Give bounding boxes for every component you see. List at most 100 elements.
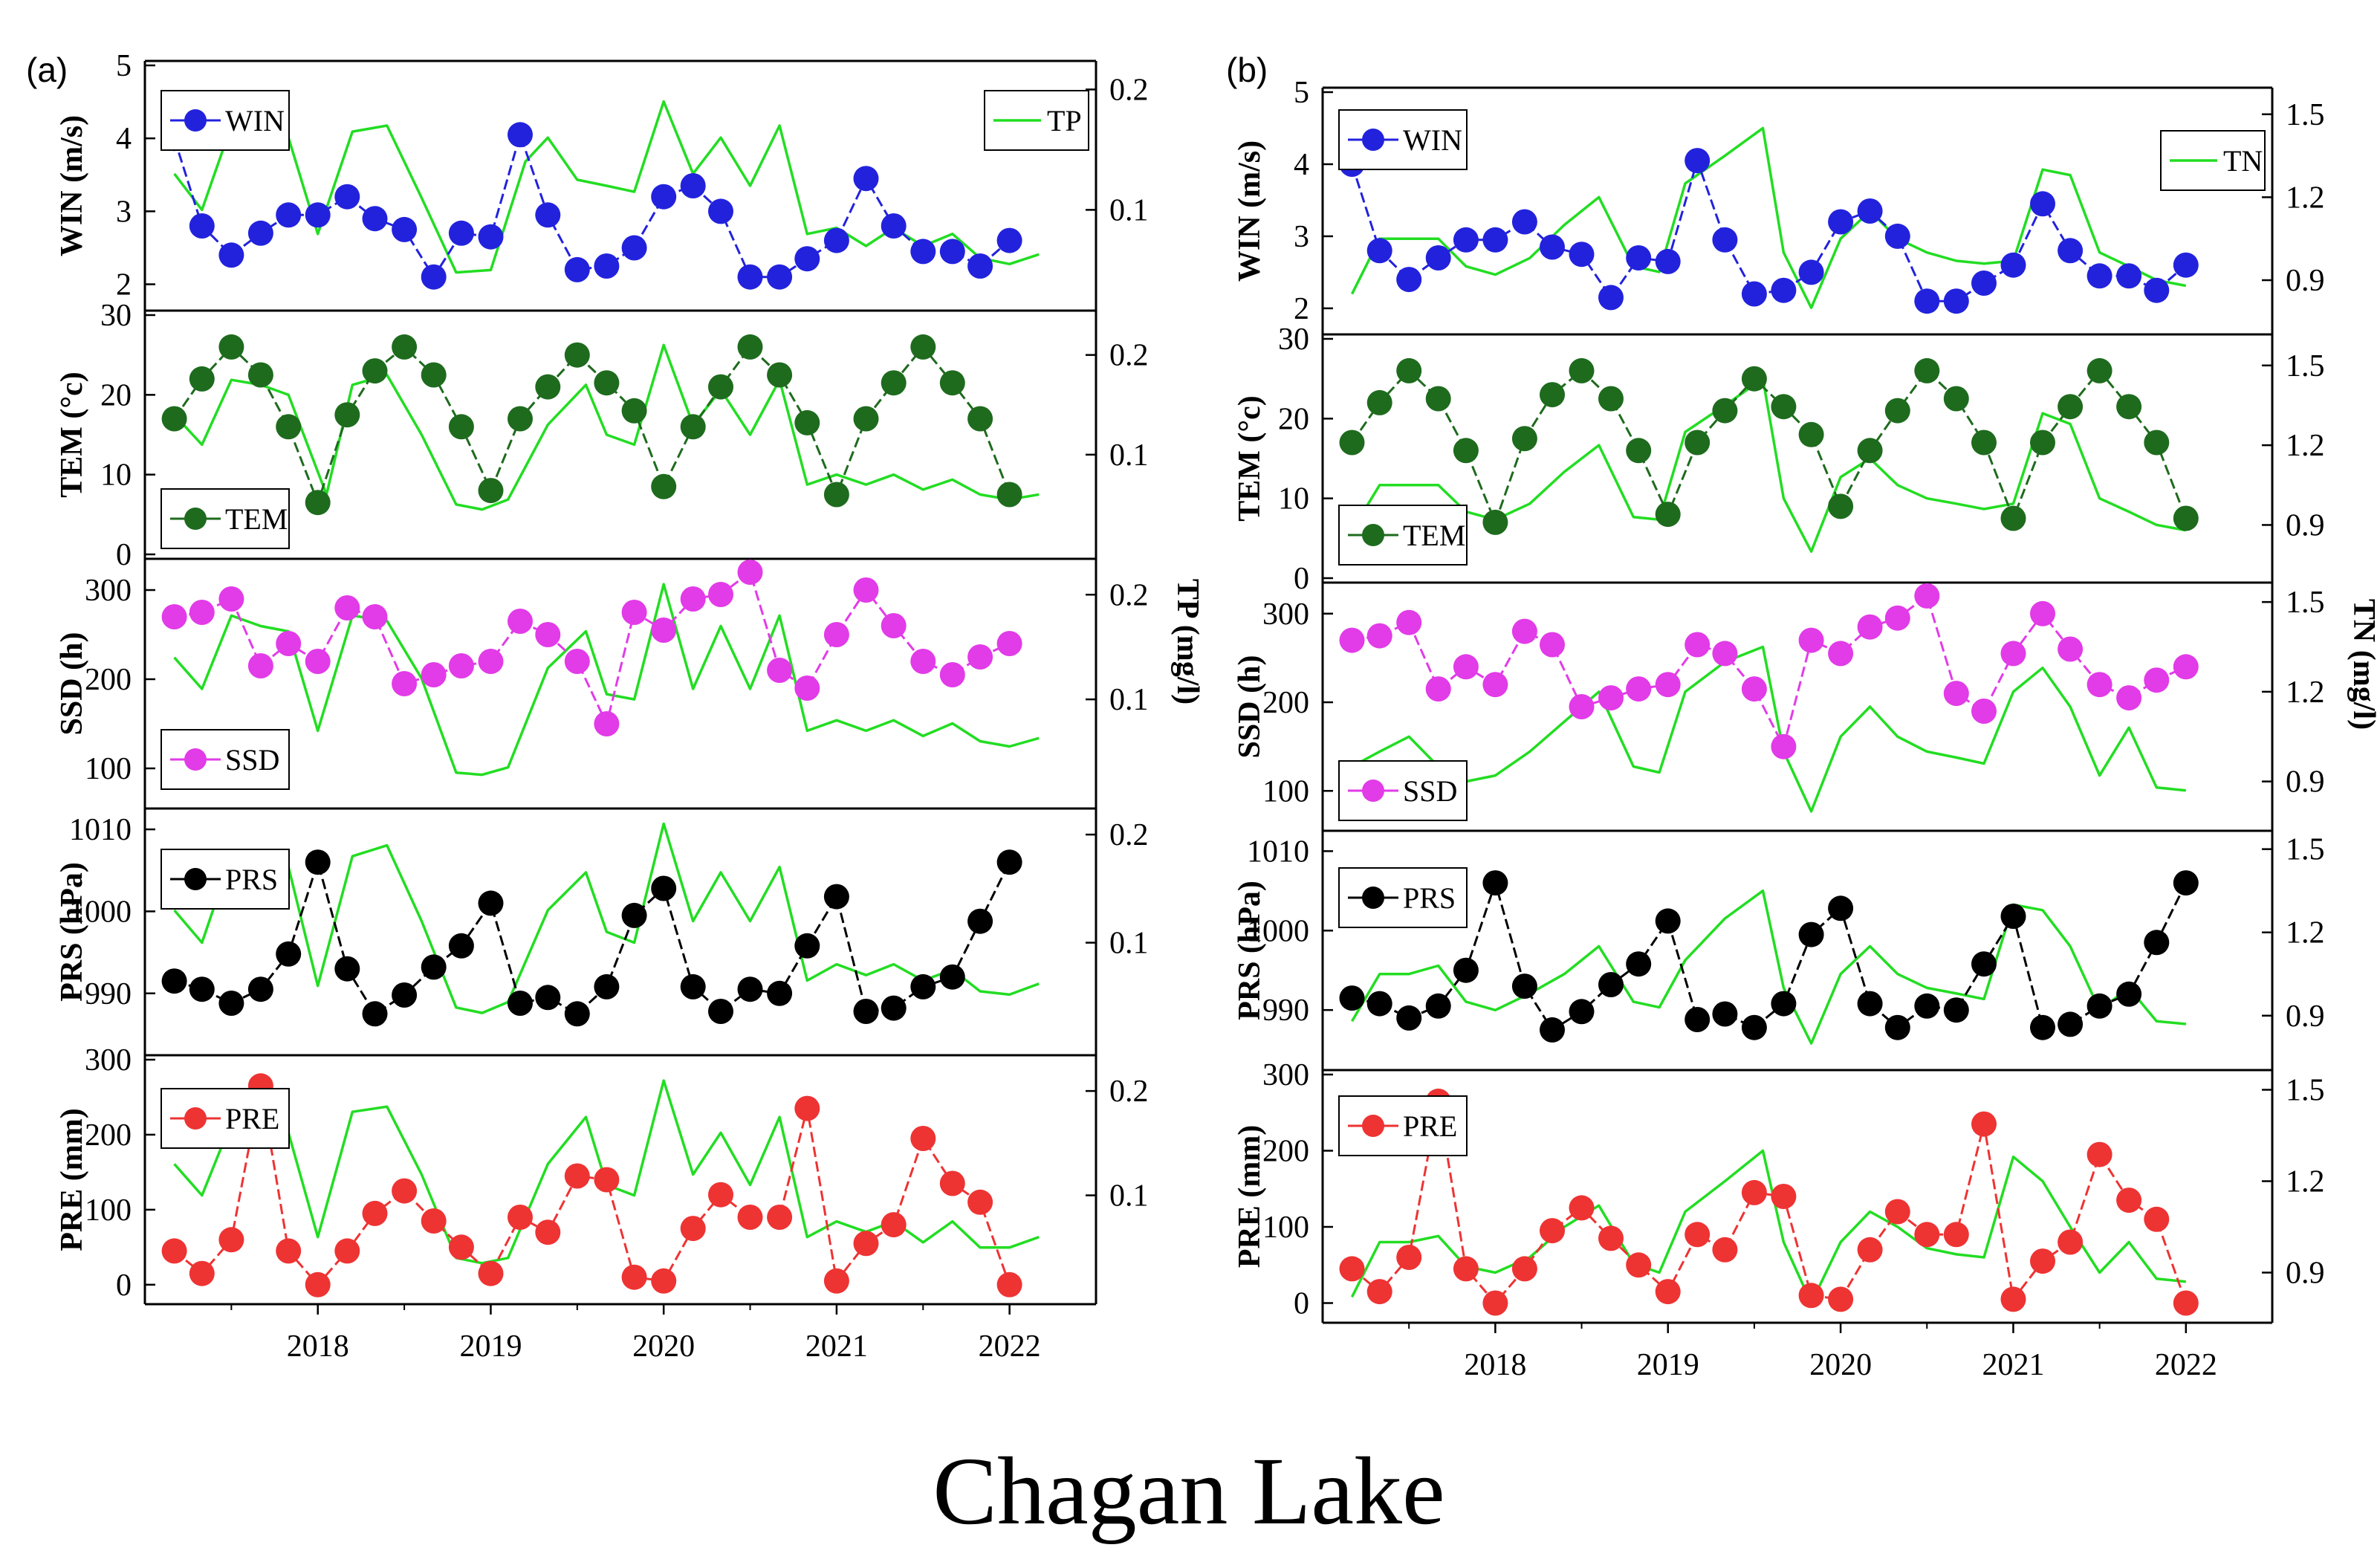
prs-point bbox=[362, 1001, 388, 1027]
win-point bbox=[448, 220, 474, 246]
win-point bbox=[1914, 288, 1940, 314]
figure-caption: Chagan Lake bbox=[933, 1438, 1444, 1545]
ssd-point bbox=[651, 618, 677, 643]
ssd-point bbox=[2000, 641, 2026, 667]
prs-point bbox=[1943, 997, 1969, 1023]
left-tick-label: 1000 bbox=[69, 895, 132, 929]
win-point bbox=[2000, 252, 2026, 278]
tem-point bbox=[2058, 394, 2084, 420]
legend-box bbox=[1338, 109, 1468, 170]
win-point bbox=[794, 246, 820, 272]
right-tick-label: 0.9 bbox=[2286, 1257, 2325, 1291]
x-tick-label: 2018 bbox=[1464, 1348, 1526, 1382]
tem-point bbox=[448, 414, 474, 440]
pre-point bbox=[1511, 1256, 1537, 1282]
legend-label: PRS bbox=[1403, 881, 1456, 915]
right-tick-label: 0.2 bbox=[1109, 818, 1149, 852]
y-axis-label: TEM (°c) bbox=[1233, 395, 1267, 522]
win-point bbox=[708, 198, 733, 224]
prs-point bbox=[2030, 1014, 2055, 1040]
tem-point bbox=[708, 374, 733, 400]
nutrient-legend-label: TN bbox=[2223, 144, 2263, 178]
left-tick-label: 0 bbox=[116, 538, 132, 572]
tem-point bbox=[276, 414, 302, 440]
ssd-point bbox=[767, 658, 793, 683]
prs-point bbox=[161, 968, 187, 994]
panel-a: (a) 2 3 4 5 0.1 0.2 WIN (m/s) WIN TP 0 10 20 30 0.1 0.2… bbox=[26, 49, 1204, 1364]
pre-point bbox=[1828, 1286, 1854, 1312]
ssd-point bbox=[708, 582, 733, 607]
ssd-point bbox=[1685, 632, 1711, 658]
ssd-point bbox=[881, 613, 907, 638]
ssd-point bbox=[1798, 627, 1824, 653]
win-point bbox=[2058, 238, 2084, 264]
prs-point bbox=[1655, 908, 1681, 934]
win-point bbox=[276, 202, 302, 228]
tem-point bbox=[1857, 438, 1883, 464]
ssd-point bbox=[2030, 600, 2055, 626]
pre-point bbox=[535, 1219, 561, 1245]
prs-point bbox=[305, 849, 331, 875]
y-axis-label: SSD (h) bbox=[1233, 655, 1267, 759]
tem-point bbox=[1828, 493, 1854, 519]
left-tick-label: 100 bbox=[85, 752, 132, 786]
y-axis-label: PRS (hPa) bbox=[1233, 881, 1267, 1020]
prs-point bbox=[1771, 991, 1797, 1017]
tem-point bbox=[247, 362, 273, 388]
win-point bbox=[1598, 285, 1624, 311]
win-point bbox=[535, 202, 561, 228]
tem-point bbox=[680, 414, 706, 440]
prs-point bbox=[2173, 870, 2199, 896]
prs-point bbox=[1425, 993, 1451, 1019]
tem-point bbox=[1339, 430, 1365, 456]
tp-series-line bbox=[173, 343, 1040, 511]
right-tick-label: 0.9 bbox=[2286, 264, 2325, 298]
tem-point bbox=[1598, 386, 1624, 412]
right-tick-label: 0.1 bbox=[1109, 1179, 1149, 1214]
pre-point bbox=[594, 1167, 620, 1193]
x-tick-label: 2019 bbox=[459, 1329, 522, 1364]
pre-point bbox=[2144, 1206, 2170, 1232]
win-point bbox=[680, 173, 706, 198]
left-tick-label: 20 bbox=[100, 378, 132, 412]
left-tick-label: 0 bbox=[1294, 1287, 1309, 1321]
pre-point bbox=[1655, 1279, 1681, 1305]
ssd-point bbox=[218, 586, 244, 612]
left-tick-label: 3 bbox=[1294, 220, 1309, 254]
pre-point bbox=[421, 1208, 447, 1234]
prs-point bbox=[189, 976, 215, 1002]
ssd-point bbox=[823, 622, 849, 647]
pre-point bbox=[1857, 1237, 1883, 1263]
pre-point bbox=[823, 1268, 849, 1294]
left-tick-label: 990 bbox=[85, 977, 132, 1011]
prs-point bbox=[2000, 904, 2026, 929]
tem-point bbox=[2000, 505, 2026, 531]
win-point bbox=[651, 184, 677, 210]
left-tick-label: 30 bbox=[1278, 323, 1309, 357]
pre-point bbox=[334, 1238, 360, 1264]
legend-marker bbox=[1362, 780, 1384, 802]
pre-point bbox=[853, 1231, 879, 1257]
win-point bbox=[823, 227, 849, 253]
subplot-tem: 0 10 20 30 0.1 0.2 TEM (°c) TEM bbox=[55, 299, 1149, 572]
ssd-point bbox=[594, 711, 620, 736]
prs-point bbox=[478, 890, 504, 916]
tem-point bbox=[218, 334, 244, 360]
left-tick-label: 300 bbox=[1262, 1058, 1309, 1092]
x-tick-label: 2018 bbox=[287, 1329, 349, 1364]
tem-point bbox=[392, 334, 418, 360]
tem-point bbox=[362, 358, 388, 384]
ssd-point bbox=[1569, 694, 1595, 719]
ssd-point bbox=[1741, 676, 1767, 702]
pre-point bbox=[996, 1271, 1022, 1297]
tn-series-line bbox=[1350, 126, 2187, 309]
pre-point bbox=[1453, 1256, 1479, 1282]
right-tick-label: 0.1 bbox=[1109, 193, 1149, 227]
win-series-line bbox=[173, 131, 1011, 279]
pre-point bbox=[767, 1205, 793, 1230]
tem-point bbox=[1626, 438, 1652, 464]
win-point bbox=[1425, 245, 1451, 270]
tem-point bbox=[2173, 505, 2199, 531]
pre-point bbox=[1914, 1222, 1940, 1248]
tem-point bbox=[1741, 366, 1767, 392]
